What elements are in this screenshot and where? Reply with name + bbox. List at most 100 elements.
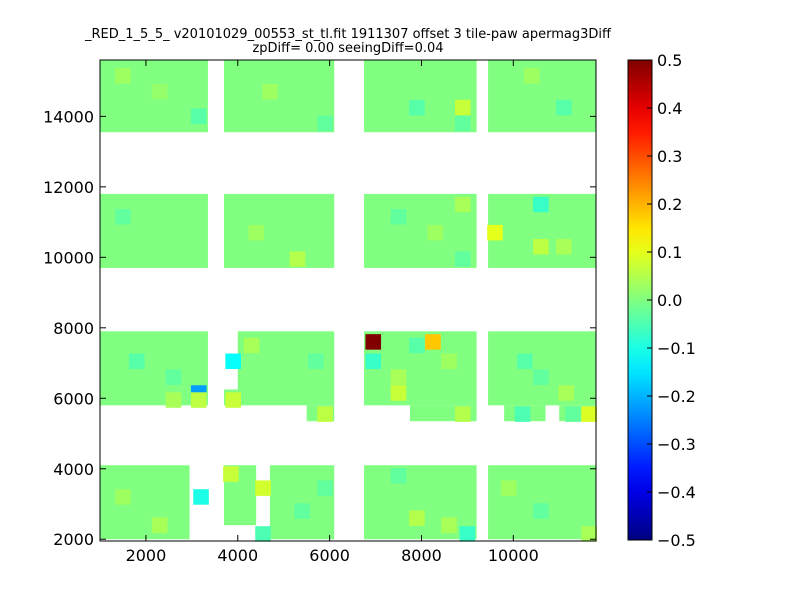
colorbar-tick-label: 0.5 — [657, 51, 682, 70]
x-axis: 2000 4000 6000 8000 10000 — [126, 60, 539, 565]
heatmap-region — [488, 60, 596, 133]
heatmap-region — [364, 465, 477, 540]
colorbar-tick-label: −0.5 — [657, 531, 696, 550]
heatmap-region — [488, 465, 596, 540]
heatmap-region — [488, 331, 596, 406]
y-axis: 2000 4000 6000 8000 10000 12000 14000 — [43, 107, 596, 549]
heatmap-cell — [455, 251, 471, 267]
chart-subtitle: zpDiff= 0.00 seeingDiff=0.04 — [252, 41, 443, 56]
heatmap-cell — [390, 209, 407, 225]
heatmap-cell — [151, 517, 168, 533]
heatmap-cell — [165, 369, 182, 385]
heatmap-cell — [556, 99, 572, 116]
colorbar: 0.5 0.4 0.3 0.2 0.1 0.0 −0.1 −0.2 −0.3 −0.4 −0.5 — [627, 51, 696, 550]
heatmap-cell — [533, 239, 549, 255]
colorbar-tick-label: −0.4 — [657, 483, 696, 502]
heatmap-region — [224, 60, 335, 133]
heatmap-cell — [255, 480, 271, 496]
heatmap-cell — [390, 369, 407, 385]
heatmap-cell — [523, 68, 540, 84]
heatmap-cell — [115, 209, 131, 225]
heatmap-cell — [165, 392, 182, 408]
colorbar-tick-label: 0.1 — [657, 243, 682, 262]
heatmap-cell — [455, 99, 471, 116]
heatmap-cell — [425, 334, 441, 350]
heatmap-cell — [128, 353, 145, 370]
heatmap-cell — [409, 510, 425, 526]
colorbar-tick-label: −0.3 — [657, 435, 696, 454]
heatmap-cell — [556, 239, 572, 255]
heatmap-cell — [225, 353, 241, 370]
heatmap-plot-area: 2000 4000 6000 8000 10000 2000 4000 6000 8000 10… — [43, 59, 597, 565]
colorbar-tick-label: −0.2 — [657, 387, 696, 406]
heatmap-cell — [289, 251, 306, 267]
heatmap-cell — [581, 406, 597, 422]
heatmap-cell — [565, 406, 581, 422]
y-tick-label: 12000 — [43, 178, 94, 197]
heatmap-cells — [100, 60, 597, 542]
heatmap-cell — [115, 489, 131, 505]
heatmap-cell — [533, 369, 549, 385]
colorbar-tick-label: 0.2 — [657, 195, 682, 214]
heatmap-cell — [248, 224, 264, 241]
y-tick-label: 6000 — [53, 389, 94, 408]
y-tick-label: 14000 — [43, 107, 94, 126]
heatmap-cell — [365, 334, 382, 350]
y-tick-label: 10000 — [43, 248, 94, 267]
heatmap-cell — [390, 468, 407, 484]
heatmap-cell — [243, 337, 260, 354]
heatmap-cell — [517, 353, 533, 370]
heatmap-region — [100, 331, 208, 406]
heatmap-cell — [390, 385, 407, 401]
colorbar-tick-label: −0.1 — [657, 339, 696, 358]
heatmap-region — [224, 193, 335, 268]
heatmap-cell — [308, 353, 324, 370]
colorbar-tick-label: 0.3 — [657, 147, 682, 166]
heatmap-cell — [190, 108, 207, 125]
heatmap-region — [100, 465, 190, 540]
heatmap-cell — [558, 385, 574, 401]
colorbar-tick-label: 0.0 — [657, 291, 682, 310]
heatmap-region — [100, 193, 208, 268]
heatmap-cell — [294, 503, 310, 519]
colorbar-ticks: 0.5 0.4 0.3 0.2 0.1 0.0 −0.1 −0.2 −0.3 −0.4 −0.5 — [647, 51, 696, 550]
heatmap-cell — [190, 392, 207, 408]
heatmap-cell — [317, 406, 333, 422]
heatmap-cell — [581, 526, 597, 542]
y-tick-label: 2000 — [53, 530, 94, 549]
heatmap-cell — [427, 224, 444, 241]
colorbar-tick-label: 0.4 — [657, 99, 682, 118]
heatmap-cell — [459, 526, 476, 542]
heatmap-cell — [193, 489, 209, 505]
heatmap-cell — [455, 406, 471, 422]
heatmap-cell — [262, 83, 278, 100]
heatmap-cell — [317, 480, 333, 496]
y-tick-label: 4000 — [53, 460, 94, 479]
heatmap-cell — [223, 466, 239, 482]
heatmap-cell — [225, 392, 241, 408]
heatmap-cell — [365, 353, 382, 370]
heatmap-cell — [455, 115, 471, 132]
heatmap-cell — [533, 503, 549, 519]
heatmap-cell — [487, 224, 503, 241]
heatmap-cell — [514, 406, 531, 422]
heatmap-cell — [409, 99, 425, 116]
x-tick-label: 6000 — [309, 546, 350, 565]
chart-title: _RED_1_5_5_ v20101029_00553_st_tl.fit 19… — [84, 27, 612, 42]
heatmap-cell — [255, 526, 271, 542]
plot-frame — [99, 59, 597, 542]
x-tick-label: 10000 — [488, 546, 539, 565]
heatmap-cell — [317, 115, 333, 132]
heatmap-cell — [409, 337, 425, 354]
x-tick-label: 8000 — [401, 546, 442, 565]
heatmap-cell — [455, 196, 471, 213]
heatmap-region — [269, 465, 335, 540]
heatmap-cell — [115, 68, 131, 84]
heatmap-cell — [500, 480, 517, 496]
y-tick-label: 8000 — [53, 319, 94, 338]
heatmap-cell — [533, 196, 549, 213]
x-tick-label: 4000 — [217, 546, 258, 565]
heatmap-cell — [441, 517, 457, 533]
heatmap-cell — [151, 83, 168, 100]
